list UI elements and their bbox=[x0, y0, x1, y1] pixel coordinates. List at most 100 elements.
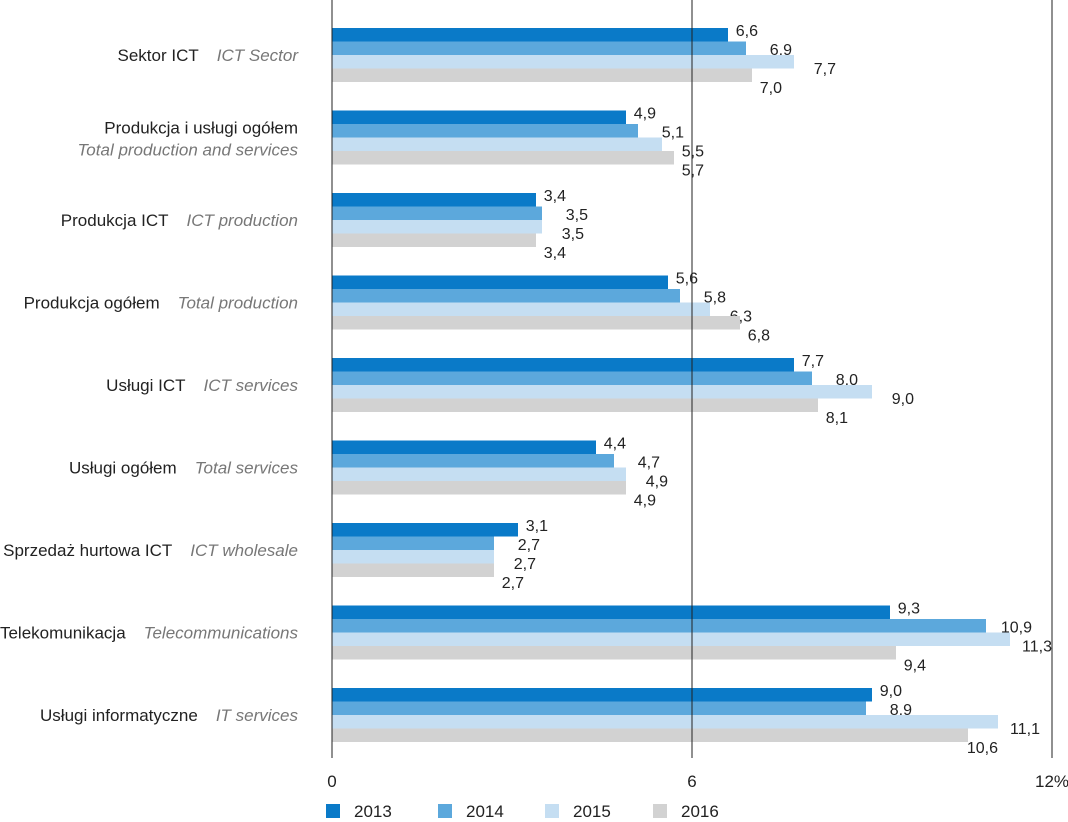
category-label: Sektor ICT ICT Sector bbox=[118, 46, 300, 65]
value-label: 11,1 bbox=[1010, 721, 1040, 738]
value-label: 5,5 bbox=[682, 144, 704, 161]
category-label: Usługi informatyczne IT services bbox=[40, 706, 298, 725]
value-label: 9,0 bbox=[880, 683, 902, 700]
value-label: 3,5 bbox=[562, 226, 584, 243]
category-label: Produkcja i usługi ogółem bbox=[104, 119, 298, 138]
category-label-pl: Usługi ICT bbox=[106, 376, 185, 395]
value-label: 9,3 bbox=[898, 601, 920, 618]
value-label: 6,8 bbox=[748, 328, 770, 345]
bar-2015-8 bbox=[332, 632, 1010, 646]
x-tick-label: 6 bbox=[687, 772, 696, 791]
value-label: 2,7 bbox=[518, 537, 540, 554]
bar-2015-2 bbox=[332, 137, 662, 151]
bar-2015-3 bbox=[332, 220, 542, 234]
bar-2014-5 bbox=[332, 371, 812, 385]
legend-label: 2015 bbox=[573, 802, 611, 821]
value-label: 9,4 bbox=[904, 658, 926, 675]
bar-2013-8 bbox=[332, 605, 890, 619]
value-label: 11,3 bbox=[1022, 639, 1052, 656]
category-label-pl: Usługi informatyczne bbox=[40, 706, 198, 725]
category-label-en: Total production and services bbox=[77, 141, 298, 160]
value-label: 6,9 bbox=[770, 42, 792, 59]
legend-label: 2013 bbox=[354, 802, 392, 821]
category-label: Usługi ICT ICT services bbox=[106, 376, 298, 395]
value-label: 3,1 bbox=[526, 518, 548, 535]
value-label: 4,4 bbox=[604, 436, 626, 453]
bar-2016-2 bbox=[332, 151, 674, 165]
category-label-en: IT services bbox=[216, 706, 299, 725]
bar-2016-9 bbox=[332, 728, 968, 742]
bar-2015-9 bbox=[332, 715, 998, 729]
value-label: 5,6 bbox=[676, 271, 698, 288]
bar-2015-5 bbox=[332, 385, 872, 399]
category-label-pl: Produkcja ogółem bbox=[24, 294, 160, 313]
value-label: 5,7 bbox=[682, 163, 704, 180]
bar-2013-4 bbox=[332, 275, 668, 289]
category-label: Produkcja ICT ICT production bbox=[61, 211, 298, 230]
bar-2013-2 bbox=[332, 110, 626, 124]
x-tick-label: 0 bbox=[327, 772, 336, 791]
bar-2016-6 bbox=[332, 481, 626, 495]
legend-label: 2014 bbox=[466, 802, 504, 821]
legend-swatch-2015 bbox=[545, 804, 559, 818]
bar-2014-2 bbox=[332, 124, 638, 138]
value-label: 2,7 bbox=[514, 556, 536, 573]
value-label: 2,7 bbox=[502, 575, 524, 592]
category-label-pl: Produkcja ICT bbox=[61, 211, 169, 230]
value-label: 3,4 bbox=[544, 245, 566, 262]
category-label-pl: Telekomunikacja bbox=[0, 624, 126, 643]
value-label: 8,9 bbox=[890, 702, 912, 719]
category-label: Telekomunikacja Telecommunications bbox=[0, 624, 298, 643]
value-label: 10,6 bbox=[967, 740, 998, 757]
value-label: 4,9 bbox=[646, 474, 668, 491]
bar-2013-3 bbox=[332, 193, 536, 207]
value-label: 4,9 bbox=[634, 106, 656, 123]
bar-2014-9 bbox=[332, 701, 866, 715]
category-label-pl: Usługi ogółem bbox=[69, 459, 177, 478]
bar-2015-7 bbox=[332, 550, 494, 564]
bar-2013-1 bbox=[332, 28, 728, 42]
legend-swatch-2013 bbox=[326, 804, 340, 818]
bar-2014-8 bbox=[332, 619, 986, 633]
bar-2014-3 bbox=[332, 206, 542, 220]
category-label: Sprzedaż hurtowa ICT ICT wholesale bbox=[3, 541, 298, 560]
bar-2013-9 bbox=[332, 688, 872, 702]
bar-2015-4 bbox=[332, 302, 710, 316]
bar-2016-1 bbox=[332, 68, 752, 82]
category-label-en: ICT services bbox=[204, 376, 299, 395]
bar-2016-4 bbox=[332, 316, 740, 330]
category-label: Usługi ogółem Total services bbox=[69, 459, 299, 478]
value-label: 3,5 bbox=[566, 207, 588, 224]
bar-2016-8 bbox=[332, 646, 896, 660]
category-label-pl: Sprzedaż hurtowa ICT bbox=[3, 541, 172, 560]
value-label: 6,6 bbox=[736, 23, 758, 40]
value-label: 5,8 bbox=[704, 290, 726, 307]
value-label: 8,1 bbox=[826, 410, 848, 427]
value-label: 8,0 bbox=[836, 372, 858, 389]
value-label: 7,7 bbox=[814, 61, 836, 78]
x-tick-label: 12% bbox=[1035, 772, 1068, 791]
category-label-en: ICT Sector bbox=[217, 46, 300, 65]
bar-2013-6 bbox=[332, 440, 596, 454]
value-label: 7,7 bbox=[802, 353, 824, 370]
value-label: 10,9 bbox=[1001, 620, 1032, 637]
bar-2016-7 bbox=[332, 563, 494, 577]
category-label-pl: Sektor ICT bbox=[118, 46, 199, 65]
value-label: 4,7 bbox=[638, 455, 660, 472]
bar-2013-7 bbox=[332, 523, 518, 537]
bar-2014-4 bbox=[332, 289, 680, 303]
category-label-en: Total services bbox=[195, 459, 299, 478]
legend-swatch-2016 bbox=[653, 804, 667, 818]
bar-2015-6 bbox=[332, 467, 626, 481]
bar-2016-3 bbox=[332, 233, 536, 247]
bar-2013-5 bbox=[332, 358, 794, 372]
category-label-en: ICT production bbox=[187, 211, 299, 230]
bar-2014-6 bbox=[332, 454, 614, 468]
category-label-en: ICT wholesale bbox=[190, 541, 298, 560]
bar-2014-1 bbox=[332, 41, 746, 55]
bar-2015-1 bbox=[332, 55, 794, 69]
legend-label: 2016 bbox=[681, 802, 719, 821]
category-label-en: Total production bbox=[178, 294, 298, 313]
value-label: 9,0 bbox=[892, 391, 914, 408]
value-label: 3,4 bbox=[544, 188, 566, 205]
